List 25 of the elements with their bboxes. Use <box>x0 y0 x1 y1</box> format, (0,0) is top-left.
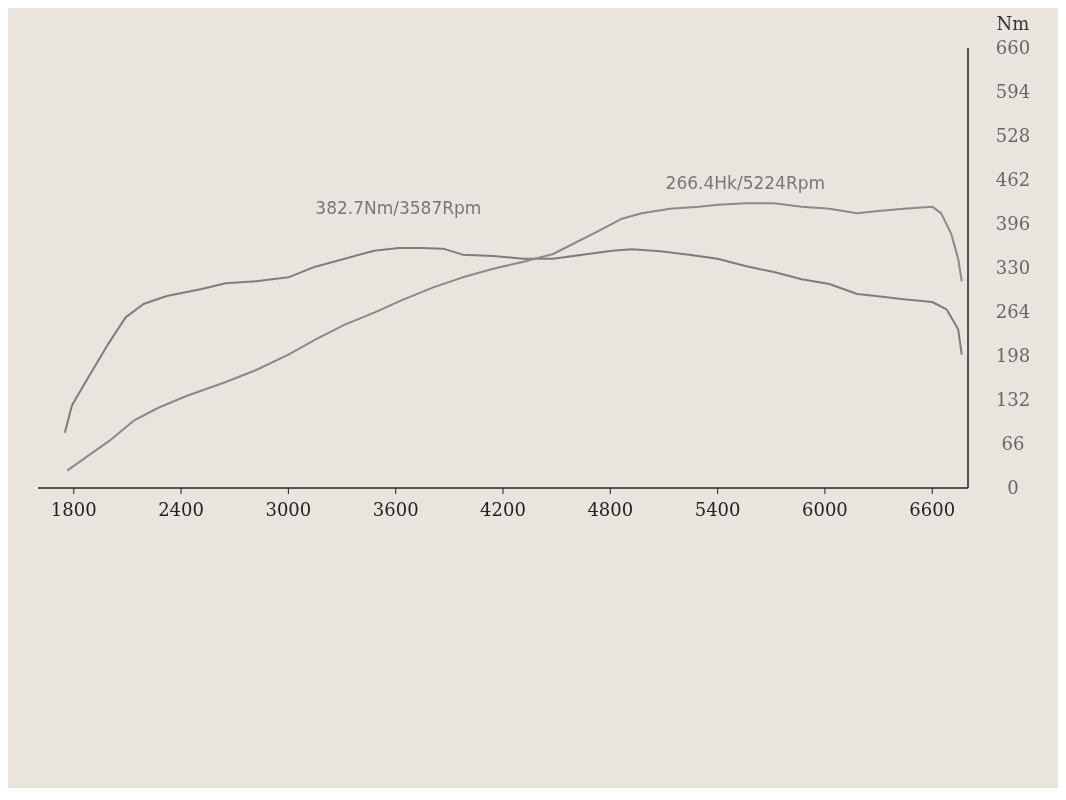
x-tick-label: 4200 <box>480 499 526 520</box>
y-tick-label: 462 <box>995 169 1031 190</box>
annotation: 266.4Hk/5224Rpm <box>665 173 826 194</box>
x-tick-label: 3000 <box>265 499 312 520</box>
x-tick-label: 1800 <box>50 499 97 520</box>
x-tick-label: 4800 <box>587 499 634 520</box>
line-series <box>63 247 963 434</box>
y-tick-label: 330 <box>995 257 1031 278</box>
y-tick-label: 198 <box>995 345 1031 366</box>
y-tick-label: 660 <box>995 37 1031 58</box>
x-tick-label: 6600 <box>909 499 956 520</box>
line-series <box>66 202 963 472</box>
x-tick-label: 6000 <box>802 499 848 520</box>
x-tick-label: 2400 <box>158 499 204 520</box>
y-tick-label: 528 <box>995 125 1031 146</box>
y-tick-label: 396 <box>995 213 1031 234</box>
y-tick-label: 132 <box>995 389 1031 410</box>
y-tick-label: 264 <box>995 301 1031 322</box>
y-axis-title: Nm <box>996 13 1030 34</box>
y-tick-label: 594 <box>995 81 1031 102</box>
x-tick-label: 5400 <box>694 499 741 520</box>
y-tick-label: 66 <box>1001 433 1025 454</box>
y-tick-label: 0 <box>1007 477 1019 498</box>
annotation: 382.7Nm/3587Rpm <box>315 198 482 218</box>
x-tick-label: 3600 <box>372 499 419 520</box>
